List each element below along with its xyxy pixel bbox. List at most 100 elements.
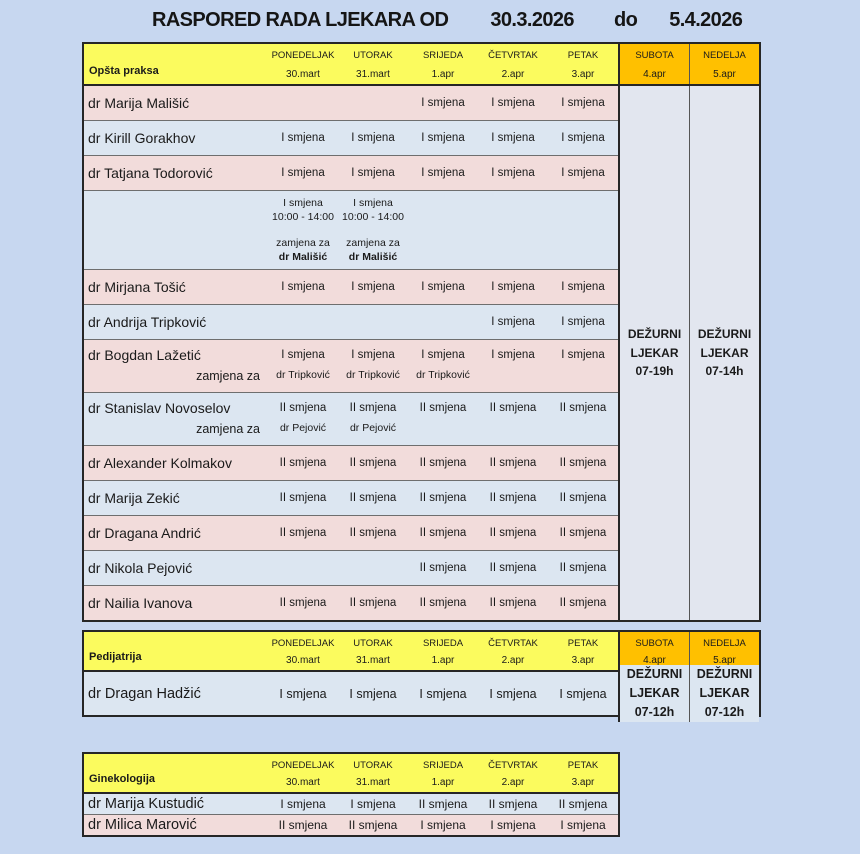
shift-cell: II smjena bbox=[419, 457, 467, 469]
weekend-day-header: NEDELJA 5.apr bbox=[689, 632, 759, 670]
shift-cell: I smjena bbox=[421, 132, 465, 144]
row-line: dr Tatjana Todorović I smjena I smjena I sm… bbox=[84, 156, 618, 190]
shift-cell: II smjena bbox=[349, 597, 397, 609]
day-date: 31.mart bbox=[356, 777, 390, 788]
day-date: 2.apr bbox=[501, 777, 525, 788]
shift-cell: II smjena bbox=[419, 492, 467, 504]
doctor-name: dr Marija Mališić bbox=[88, 95, 190, 111]
doctor-name: dr Tatjana Todorović bbox=[88, 165, 213, 181]
doctor-name: dr Nikola Pejović bbox=[88, 560, 193, 576]
day-date: 5.apr bbox=[713, 655, 736, 666]
shift-cell: II smjena bbox=[489, 527, 537, 539]
row-line: dr Andrija Tripković I smjena I smjena bbox=[84, 305, 618, 339]
shift-label: I smjena bbox=[283, 197, 323, 210]
table-body: dr Marija Kustudić I smjena I smjena II smj… bbox=[84, 794, 618, 835]
time-range: 10:00 - 14:00 bbox=[342, 211, 404, 224]
day-name: PONEDELJAK bbox=[271, 760, 335, 771]
shift-cell: II smjena bbox=[489, 401, 537, 414]
doctor-name: dr Marija Zekić bbox=[88, 490, 180, 506]
shift-cell: I smjena bbox=[421, 167, 465, 179]
shift-cell: II smjena bbox=[559, 492, 607, 504]
row-subline: zamjena za dr Tripković dr Tripković dr Tri… bbox=[84, 369, 618, 392]
row-line: dr Dragan Hadžić I smjena I smjena I smjena… bbox=[84, 665, 759, 722]
table-header: Ginekologija PONEDELJAK 30.mart UTORAK 31.ma… bbox=[84, 754, 618, 794]
row-line: I smjena 10:00 - 14:00 zamjena za dr Mališi… bbox=[84, 191, 618, 269]
shift-cell: I smjena bbox=[560, 818, 606, 832]
shift-cell: II smjena bbox=[559, 457, 607, 469]
day-name: PONEDELJAK bbox=[271, 50, 335, 61]
replacement-cell bbox=[548, 191, 618, 269]
replacement-doctor: dr Mališić bbox=[278, 250, 328, 263]
shift-cell: I smjena bbox=[491, 281, 535, 293]
title-date-from: 30.3.2026 bbox=[490, 9, 574, 31]
day-name: UTORAK bbox=[353, 50, 393, 61]
shift-cell: II smjena bbox=[279, 401, 327, 414]
shift-cell: II smjena bbox=[419, 401, 467, 414]
row-line: dr Bogdan Lažetić I smjena I smjena I smjen… bbox=[84, 340, 618, 369]
shift-cell: I smjena bbox=[281, 132, 325, 144]
row-line: dr Dragana Andrić II smjena II smjena II sm… bbox=[84, 516, 618, 550]
day-header: ČETVRTAK 2.apr bbox=[478, 754, 548, 792]
day-date: 30.mart bbox=[286, 777, 320, 788]
day-header: UTORAK 31.mart bbox=[338, 632, 408, 670]
weekend-duty-cell: DEŽURNI LJEKAR 07-19h bbox=[618, 86, 689, 620]
day-date: 31.mart bbox=[356, 655, 390, 666]
doctor-name: dr Bogdan Lažetić bbox=[88, 346, 201, 363]
shift-cell: I smjena bbox=[489, 686, 537, 701]
shift-cell: I smjena bbox=[281, 281, 325, 293]
day-header: PETAK 3.apr bbox=[548, 754, 618, 792]
duty-line: DEŽURNI bbox=[626, 667, 683, 682]
day-name: PETAK bbox=[567, 760, 599, 771]
weekend-day-header: NEDELJA 5.apr bbox=[689, 44, 759, 84]
table-header: Pedijatrija PONEDELJAK 30.mart UTORAK 31.mar… bbox=[84, 632, 759, 672]
shift-cell: I smjena bbox=[421, 281, 465, 293]
shift-cell: I smjena bbox=[351, 132, 395, 144]
shift-cell: II smjena bbox=[279, 492, 327, 504]
shift-cell: II smjena bbox=[419, 562, 467, 574]
weekend-day-header: SUBOTA 4.apr bbox=[618, 632, 689, 670]
day-date: 30.mart bbox=[286, 69, 320, 80]
shift-cell: II smjena bbox=[559, 527, 607, 539]
shift-cell: I smjena bbox=[350, 797, 396, 811]
spacer bbox=[338, 225, 408, 236]
replacement-doctor: dr Tripković bbox=[276, 369, 330, 381]
day-date: 4.apr bbox=[643, 69, 666, 80]
shift-cell: II smjena bbox=[489, 492, 537, 504]
shift-cell: II smjena bbox=[349, 457, 397, 469]
row-subline: zamjena za dr Pejović dr Pejović bbox=[84, 422, 618, 445]
day-name: PETAK bbox=[567, 50, 599, 61]
day-name: SRIJEDA bbox=[422, 638, 464, 649]
day-date: 3.apr bbox=[571, 655, 595, 666]
doctor-name: dr Andrija Tripković bbox=[88, 314, 207, 330]
day-header: ČETVRTAK 2.apr bbox=[478, 44, 548, 84]
day-header: PONEDELJAK 30.mart bbox=[268, 632, 338, 670]
section-label: Ginekologija bbox=[89, 773, 156, 785]
weekend-day-header: SUBOTA 4.apr bbox=[618, 44, 689, 84]
spacer bbox=[268, 225, 338, 236]
table-body: dr Marija Mališić I smjena I smjena I smjen… bbox=[84, 86, 759, 620]
duty-line: DEŽURNI bbox=[627, 327, 682, 342]
day-header: SRIJEDA 1.apr bbox=[408, 44, 478, 84]
replacement-doctor: dr Tripković bbox=[346, 369, 400, 381]
row-line: dr Mirjana Tošić I smjena I smjena I smjena… bbox=[84, 270, 618, 304]
row-line: dr Milica Marović II smjena II smjena I smj… bbox=[84, 815, 618, 835]
shift-cell: II smjena bbox=[279, 527, 327, 539]
day-date: 2.apr bbox=[501, 69, 525, 80]
day-date: 1.apr bbox=[431, 777, 455, 788]
shift-cell: I smjena bbox=[279, 686, 327, 701]
duty-line: DEŽURNI bbox=[696, 667, 753, 682]
day-date: 5.apr bbox=[713, 69, 736, 80]
day-name: UTORAK bbox=[353, 760, 393, 771]
shift-cell: II smjena bbox=[489, 457, 537, 469]
shift-cell: II smjena bbox=[559, 401, 607, 414]
replacement-cell: I smjena 10:00 - 14:00 zamjena za dr Mališi… bbox=[268, 191, 338, 269]
weekend-duty-cell: DEŽURNI LJEKAR 07-12h bbox=[689, 665, 759, 722]
page-title: RASPORED RADA LJEKARA OD 30.3.2026 do 5.… bbox=[152, 9, 743, 32]
day-header: PETAK 3.apr bbox=[548, 44, 618, 84]
day-header: PETAK 3.apr bbox=[548, 632, 618, 670]
doctor-name: dr Mirjana Tošić bbox=[88, 279, 186, 295]
shift-cell: II smjena bbox=[349, 527, 397, 539]
shift-cell: I smjena bbox=[561, 167, 605, 179]
day-date: 3.apr bbox=[571, 777, 595, 788]
